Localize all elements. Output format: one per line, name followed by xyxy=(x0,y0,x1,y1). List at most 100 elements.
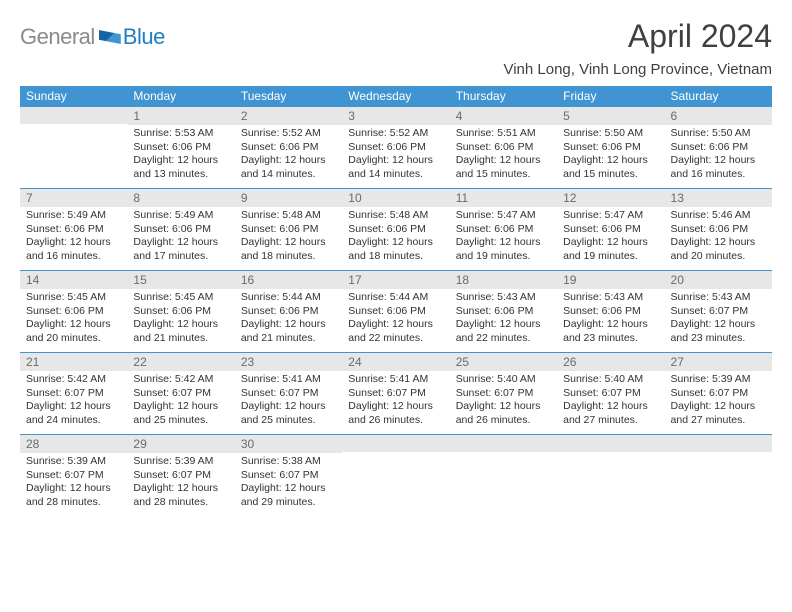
day-number: 26 xyxy=(557,353,664,371)
sunrise-text: Sunrise: 5:41 AM xyxy=(348,373,443,387)
day-cell xyxy=(20,107,127,189)
sunrise-text: Sunrise: 5:53 AM xyxy=(133,127,228,141)
dow-fri: Friday xyxy=(557,86,664,107)
day-cell: 3Sunrise: 5:52 AMSunset: 6:06 PMDaylight… xyxy=(342,107,449,189)
day-number: 25 xyxy=(450,353,557,371)
daylight-text: Daylight: 12 hours and 19 minutes. xyxy=(563,236,658,263)
day-body: Sunrise: 5:50 AMSunset: 6:06 PMDaylight:… xyxy=(557,125,664,186)
day-cell: 10Sunrise: 5:48 AMSunset: 6:06 PMDayligh… xyxy=(342,189,449,271)
sunset-text: Sunset: 6:06 PM xyxy=(563,223,658,237)
day-cell: 12 Sunrise: 5:47 AMSunset: 6:06 PMDayligh… xyxy=(557,189,664,271)
daylight-text: Daylight: 12 hours and 29 minutes. xyxy=(241,482,336,509)
sunset-text: Sunset: 6:07 PM xyxy=(563,387,658,401)
header: General Blue April 2024 Vinh Long, Vinh … xyxy=(20,18,772,78)
title-block: April 2024 Vinh Long, Vinh Long Province… xyxy=(503,18,772,78)
sunset-text: Sunset: 6:06 PM xyxy=(26,305,121,319)
sunrise-text: Sunrise: 5:48 AM xyxy=(241,209,336,223)
day-body: Sunrise: 5:44 AMSunset: 6:06 PMDaylight:… xyxy=(342,289,449,350)
sunset-text: Sunset: 6:06 PM xyxy=(241,141,336,155)
day-number: 9 xyxy=(235,189,342,207)
day-body: Sunrise: 5:43 AMSunset: 6:06 PMDaylight:… xyxy=(450,289,557,350)
daylight-text: Daylight: 12 hours and 17 minutes. xyxy=(133,236,228,263)
day-cell: 7Sunrise: 5:49 AMSunset: 6:06 PMDaylight… xyxy=(20,189,127,271)
daylight-text: Daylight: 12 hours and 24 minutes. xyxy=(26,400,121,427)
day-body: Sunrise: 5:46 AMSunset: 6:06 PMDaylight:… xyxy=(665,207,772,268)
daylight-text: Daylight: 12 hours and 23 minutes. xyxy=(671,318,766,345)
daylight-text: Daylight: 12 hours and 14 minutes. xyxy=(348,154,443,181)
sunrise-text: Sunrise: 5:44 AM xyxy=(241,291,336,305)
sunrise-text: Sunrise: 5:45 AM xyxy=(133,291,228,305)
day-number-empty xyxy=(20,107,127,124)
day-cell: 16Sunrise: 5:44 AMSunset: 6:06 PMDayligh… xyxy=(235,271,342,353)
day-cell: 30Sunrise: 5:38 AMSunset: 6:07 PMDayligh… xyxy=(235,435,342,517)
day-number-empty xyxy=(557,435,664,452)
sunset-text: Sunset: 6:06 PM xyxy=(671,141,766,155)
day-number: 6 xyxy=(665,107,772,125)
sunrise-text: Sunrise: 5:49 AM xyxy=(26,209,121,223)
daylight-text: Daylight: 12 hours and 16 minutes. xyxy=(26,236,121,263)
calendar-page: General Blue April 2024 Vinh Long, Vinh … xyxy=(0,0,792,529)
daylight-text: Daylight: 12 hours and 23 minutes. xyxy=(563,318,658,345)
day-body: Sunrise: 5:52 AMSunset: 6:06 PMDaylight:… xyxy=(235,125,342,186)
sunset-text: Sunset: 6:06 PM xyxy=(241,305,336,319)
day-cell: 29Sunrise: 5:39 AMSunset: 6:07 PMDayligh… xyxy=(127,435,234,517)
day-number-empty xyxy=(342,435,449,452)
dow-sat: Saturday xyxy=(665,86,772,107)
sunrise-text: Sunrise: 5:42 AM xyxy=(26,373,121,387)
sunset-text: Sunset: 6:07 PM xyxy=(671,305,766,319)
dow-thu: Thursday xyxy=(450,86,557,107)
day-cell: 25Sunrise: 5:40 AMSunset: 6:07 PMDayligh… xyxy=(450,353,557,435)
sunset-text: Sunset: 6:06 PM xyxy=(456,305,551,319)
sunrise-text: Sunrise: 5:46 AM xyxy=(671,209,766,223)
day-number: 14 xyxy=(20,271,127,289)
sunset-text: Sunset: 6:07 PM xyxy=(241,387,336,401)
day-cell xyxy=(342,435,449,517)
sunset-text: Sunset: 6:07 PM xyxy=(133,469,228,483)
sunrise-text: Sunrise: 5:39 AM xyxy=(133,455,228,469)
week-row: 21Sunrise: 5:42 AMSunset: 6:07 PMDayligh… xyxy=(20,353,772,435)
week-row: 7Sunrise: 5:49 AMSunset: 6:06 PMDaylight… xyxy=(20,189,772,271)
day-body: Sunrise: 5:39 AMSunset: 6:07 PMDaylight:… xyxy=(20,453,127,514)
day-body: Sunrise: 5:48 AMSunset: 6:06 PMDaylight:… xyxy=(235,207,342,268)
sunset-text: Sunset: 6:07 PM xyxy=(133,387,228,401)
day-body: Sunrise: 5:43 AMSunset: 6:06 PMDaylight:… xyxy=(557,289,664,350)
day-cell: 17Sunrise: 5:44 AMSunset: 6:06 PMDayligh… xyxy=(342,271,449,353)
sunset-text: Sunset: 6:06 PM xyxy=(133,141,228,155)
sunset-text: Sunset: 6:07 PM xyxy=(456,387,551,401)
day-body: Sunrise: 5:41 AMSunset: 6:07 PMDaylight:… xyxy=(235,371,342,432)
sunset-text: Sunset: 6:06 PM xyxy=(133,223,228,237)
sunrise-text: Sunrise: 5:45 AM xyxy=(26,291,121,305)
day-body: Sunrise: 5:53 AMSunset: 6:06 PMDaylight:… xyxy=(127,125,234,186)
daylight-text: Daylight: 12 hours and 25 minutes. xyxy=(133,400,228,427)
day-number: 29 xyxy=(127,435,234,453)
day-cell xyxy=(557,435,664,517)
sunrise-text: Sunrise: 5:49 AM xyxy=(133,209,228,223)
daylight-text: Daylight: 12 hours and 22 minutes. xyxy=(348,318,443,345)
day-body: Sunrise: 5:52 AMSunset: 6:06 PMDaylight:… xyxy=(342,125,449,186)
daylight-text: Daylight: 12 hours and 21 minutes. xyxy=(241,318,336,345)
day-number: 8 xyxy=(127,189,234,207)
sunrise-text: Sunrise: 5:40 AM xyxy=(563,373,658,387)
daylight-text: Daylight: 12 hours and 20 minutes. xyxy=(26,318,121,345)
sunrise-text: Sunrise: 5:51 AM xyxy=(456,127,551,141)
dow-wed: Wednesday xyxy=(342,86,449,107)
sunset-text: Sunset: 6:06 PM xyxy=(26,223,121,237)
sunset-text: Sunset: 6:06 PM xyxy=(241,223,336,237)
daylight-text: Daylight: 12 hours and 19 minutes. xyxy=(456,236,551,263)
day-cell xyxy=(450,435,557,517)
day-body: Sunrise: 5:45 AMSunset: 6:06 PMDaylight:… xyxy=(127,289,234,350)
sunrise-text: Sunrise: 5:52 AM xyxy=(241,127,336,141)
day-body: Sunrise: 5:47 AMSunset: 6:06 PMDaylight:… xyxy=(450,207,557,268)
sunset-text: Sunset: 6:07 PM xyxy=(26,387,121,401)
sunset-text: Sunset: 6:06 PM xyxy=(563,141,658,155)
sunset-text: Sunset: 6:06 PM xyxy=(133,305,228,319)
day-body: Sunrise: 5:42 AMSunset: 6:07 PMDaylight:… xyxy=(20,371,127,432)
day-cell: 2Sunrise: 5:52 AMSunset: 6:06 PMDaylight… xyxy=(235,107,342,189)
day-body: Sunrise: 5:38 AMSunset: 6:07 PMDaylight:… xyxy=(235,453,342,514)
sunrise-text: Sunrise: 5:47 AM xyxy=(563,209,658,223)
day-number: 12 xyxy=(557,189,664,207)
day-number: 5 xyxy=(557,107,664,125)
day-number: 15 xyxy=(127,271,234,289)
daylight-text: Daylight: 12 hours and 28 minutes. xyxy=(26,482,121,509)
day-number: 23 xyxy=(235,353,342,371)
